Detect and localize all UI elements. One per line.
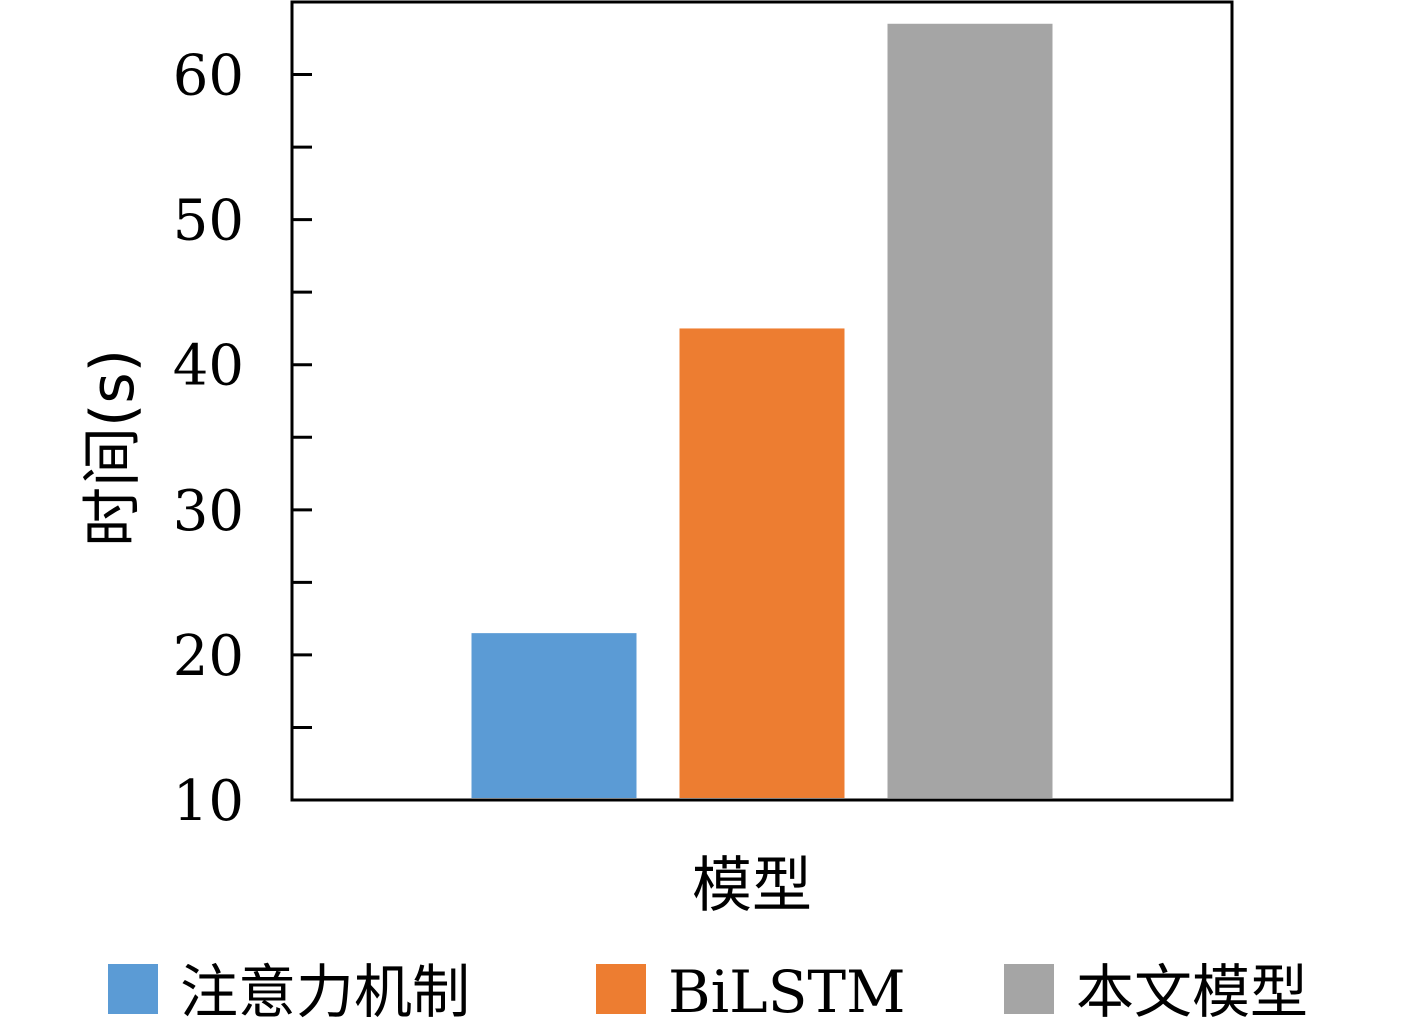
plot-frame (290, 0, 1234, 802)
y-axis: 10 20 30 40 50 60 (173, 44, 312, 834)
bar-1 (471, 633, 637, 798)
legend-swatch-2 (596, 964, 646, 1014)
y-tick-label: 50 (173, 189, 244, 254)
y-tick-label: 10 (173, 769, 244, 834)
legend-label-2: BiLSTM (668, 958, 906, 1026)
legend-swatch-3 (1004, 964, 1054, 1014)
y-axis-title: 时间(s) (78, 349, 148, 547)
legend-swatch-1 (108, 964, 158, 1014)
y-tick-label: 30 (173, 479, 244, 544)
bar-3 (887, 23, 1053, 799)
bars-layer (471, 23, 1053, 799)
legend: 注意力机制 BiLSTM 本文模型 (108, 958, 1308, 1026)
legend-label-1: 注意力机制 (180, 958, 470, 1026)
y-tick-label: 40 (173, 334, 244, 399)
x-axis-title: 模型 (692, 851, 812, 921)
legend-label-3: 本文模型 (1076, 958, 1308, 1026)
y-tick-label: 60 (173, 44, 244, 109)
y-tick-label: 20 (173, 624, 244, 689)
bar-2 (679, 328, 845, 798)
